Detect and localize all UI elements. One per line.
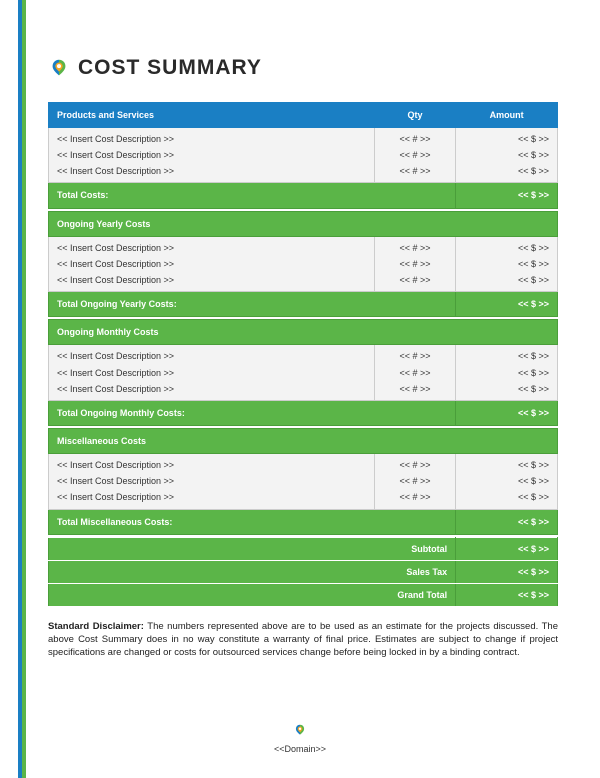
cell-qty: << # >> [374, 454, 455, 474]
section-total-amt: << $ >> [456, 509, 558, 534]
cell-desc: << Insert Cost Description >> [49, 272, 375, 292]
summary-row-subtotal: Subtotal<< $ >> [49, 537, 558, 560]
cell-desc: << Insert Cost Description >> [49, 365, 375, 381]
cell-qty: << # >> [374, 345, 455, 365]
cell-desc: << Insert Cost Description >> [49, 236, 375, 256]
disclaimer-lead: Standard Disclaimer: [48, 621, 144, 632]
section-header-label: Miscellaneous Costs [49, 428, 558, 453]
cell-amt: << $ >> [456, 365, 558, 381]
summary-row-sales_tax: Sales Tax<< $ >> [49, 560, 558, 583]
cell-qty: << # >> [374, 256, 455, 272]
section-total-row: Total Ongoing Monthly Costs:<< $ >> [49, 400, 558, 425]
cell-qty: << # >> [374, 489, 455, 509]
section-header-label: Ongoing Monthly Costs [49, 320, 558, 345]
cell-qty: << # >> [374, 473, 455, 489]
section-header: Ongoing Monthly Costs [49, 320, 558, 345]
summary-label: Grand Total [49, 583, 456, 606]
page-content: COST SUMMARY Products and Services Qty A… [48, 56, 558, 660]
table-row: << Insert Cost Description >><< # >><< $… [49, 256, 558, 272]
cell-amt: << $ >> [456, 272, 558, 292]
section-total-row: Total Miscellaneous Costs:<< $ >> [49, 509, 558, 534]
section-total-row: Total Ongoing Yearly Costs:<< $ >> [49, 292, 558, 317]
cell-desc: << Insert Cost Description >> [49, 147, 375, 163]
section-total-label: Total Ongoing Monthly Costs: [49, 400, 456, 425]
section-total-amt: << $ >> [456, 400, 558, 425]
cell-amt: << $ >> [456, 128, 558, 148]
cell-desc: << Insert Cost Description >> [49, 454, 375, 474]
page-footer: <<Domain>> [0, 723, 600, 754]
cell-amt: << $ >> [456, 256, 558, 272]
cell-desc: << Insert Cost Description >> [49, 128, 375, 148]
table-row: << Insert Cost Description >><< # >><< $… [49, 489, 558, 509]
cell-qty: << # >> [374, 147, 455, 163]
col-header-qty: Qty [374, 103, 455, 128]
table-row: << Insert Cost Description >><< # >><< $… [49, 163, 558, 183]
cell-desc: << Insert Cost Description >> [49, 163, 375, 183]
summary-label: Sales Tax [49, 560, 456, 583]
page-title: COST SUMMARY [78, 56, 262, 80]
cell-qty: << # >> [374, 272, 455, 292]
section-total-row: Total Costs:<< $ >> [49, 183, 558, 208]
cell-amt: << $ >> [456, 147, 558, 163]
disclaimer: Standard Disclaimer: The numbers represe… [48, 621, 558, 659]
table-row: << Insert Cost Description >><< # >><< $… [49, 345, 558, 365]
table-row: << Insert Cost Description >><< # >><< $… [49, 365, 558, 381]
summary-amt: << $ >> [456, 560, 558, 583]
cost-summary-table: Products and Services Qty Amount << Inse… [48, 102, 558, 607]
cell-desc: << Insert Cost Description >> [49, 256, 375, 272]
cell-amt: << $ >> [456, 345, 558, 365]
section-total-amt: << $ >> [456, 292, 558, 317]
section-total-amt: << $ >> [456, 183, 558, 208]
footer-domain: <<Domain>> [0, 744, 600, 754]
cell-amt: << $ >> [456, 454, 558, 474]
logo-icon [48, 57, 70, 79]
summary-amt: << $ >> [456, 583, 558, 606]
table-row: << Insert Cost Description >><< # >><< $… [49, 473, 558, 489]
cell-amt: << $ >> [456, 163, 558, 183]
table-header-row: Products and Services Qty Amount [49, 103, 558, 128]
section-header-label: Ongoing Yearly Costs [49, 211, 558, 236]
cell-qty: << # >> [374, 163, 455, 183]
cell-amt: << $ >> [456, 381, 558, 401]
summary-label: Subtotal [49, 537, 456, 560]
section-total-label: Total Costs: [49, 183, 456, 208]
title-row: COST SUMMARY [48, 56, 558, 80]
table-row: << Insert Cost Description >><< # >><< $… [49, 272, 558, 292]
footer-logo-icon [293, 723, 307, 737]
cell-amt: << $ >> [456, 489, 558, 509]
col-header-amt: Amount [456, 103, 558, 128]
cell-amt: << $ >> [456, 473, 558, 489]
table-row: << Insert Cost Description >><< # >><< $… [49, 454, 558, 474]
summary-row-grand_total: Grand Total<< $ >> [49, 583, 558, 606]
table-row: << Insert Cost Description >><< # >><< $… [49, 236, 558, 256]
cell-amt: << $ >> [456, 236, 558, 256]
cell-desc: << Insert Cost Description >> [49, 345, 375, 365]
cell-desc: << Insert Cost Description >> [49, 473, 375, 489]
cell-qty: << # >> [374, 365, 455, 381]
cell-qty: << # >> [374, 381, 455, 401]
col-header-desc: Products and Services [49, 103, 375, 128]
section-header: Miscellaneous Costs [49, 428, 558, 453]
section-total-label: Total Miscellaneous Costs: [49, 509, 456, 534]
section-total-label: Total Ongoing Yearly Costs: [49, 292, 456, 317]
cell-qty: << # >> [374, 236, 455, 256]
section-header: Ongoing Yearly Costs [49, 211, 558, 236]
cell-desc: << Insert Cost Description >> [49, 381, 375, 401]
summary-amt: << $ >> [456, 537, 558, 560]
table-row: << Insert Cost Description >><< # >><< $… [49, 147, 558, 163]
table-row: << Insert Cost Description >><< # >><< $… [49, 128, 558, 148]
cell-qty: << # >> [374, 128, 455, 148]
cell-desc: << Insert Cost Description >> [49, 489, 375, 509]
page-stripe-green [22, 0, 26, 778]
table-row: << Insert Cost Description >><< # >><< $… [49, 381, 558, 401]
